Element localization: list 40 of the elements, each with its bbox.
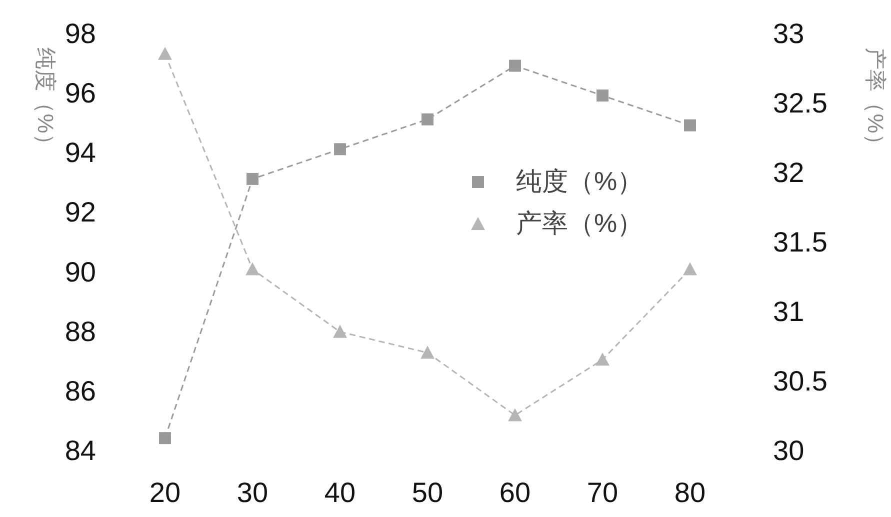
x-tick-label: 80 [674,477,706,508]
y2-tick-label: 33 [773,18,804,49]
y-tick-label: 86 [64,375,96,406]
point [596,90,608,102]
y2-tick-label: 31 [773,296,804,327]
point [333,324,347,338]
y-tick-label: 88 [64,316,96,347]
legend-label: 纯度（%） [516,166,644,196]
x-tick-label: 30 [236,477,268,508]
y-tick-label: 84 [64,435,96,466]
y2-axis-title: 产率（%） [863,48,888,156]
x-tick-label: 20 [149,477,181,508]
point [509,60,521,72]
x-tick-label: 50 [412,477,444,508]
y-axis-title: 纯度（%） [33,48,58,156]
point [246,262,260,276]
point [508,408,522,422]
legend-label: 产率（%） [516,208,644,238]
x-tick-label: 60 [499,477,531,508]
point [596,352,610,366]
y-tick-label: 92 [64,196,96,228]
x-tick-label: 40 [324,477,356,508]
y-tick-label: 96 [64,78,96,109]
point [158,46,172,60]
point [684,119,696,132]
y2-tick-label: 30 [773,435,804,466]
y2-tick-label: 31.5 [773,226,828,258]
y-tick-label: 94 [64,137,96,168]
y-tick-label: 90 [64,256,96,288]
y-tick-label: 98 [64,18,96,49]
y2-tick-label: 30.5 [773,366,828,396]
x-tick-label: 70 [586,477,618,508]
point [683,262,697,276]
point [422,113,434,126]
y2-tick-label: 32 [773,157,804,188]
point [246,172,258,185]
y2-tick-label: 32.5 [773,88,828,118]
point [420,346,434,359]
point [334,143,346,156]
point [159,432,171,444]
